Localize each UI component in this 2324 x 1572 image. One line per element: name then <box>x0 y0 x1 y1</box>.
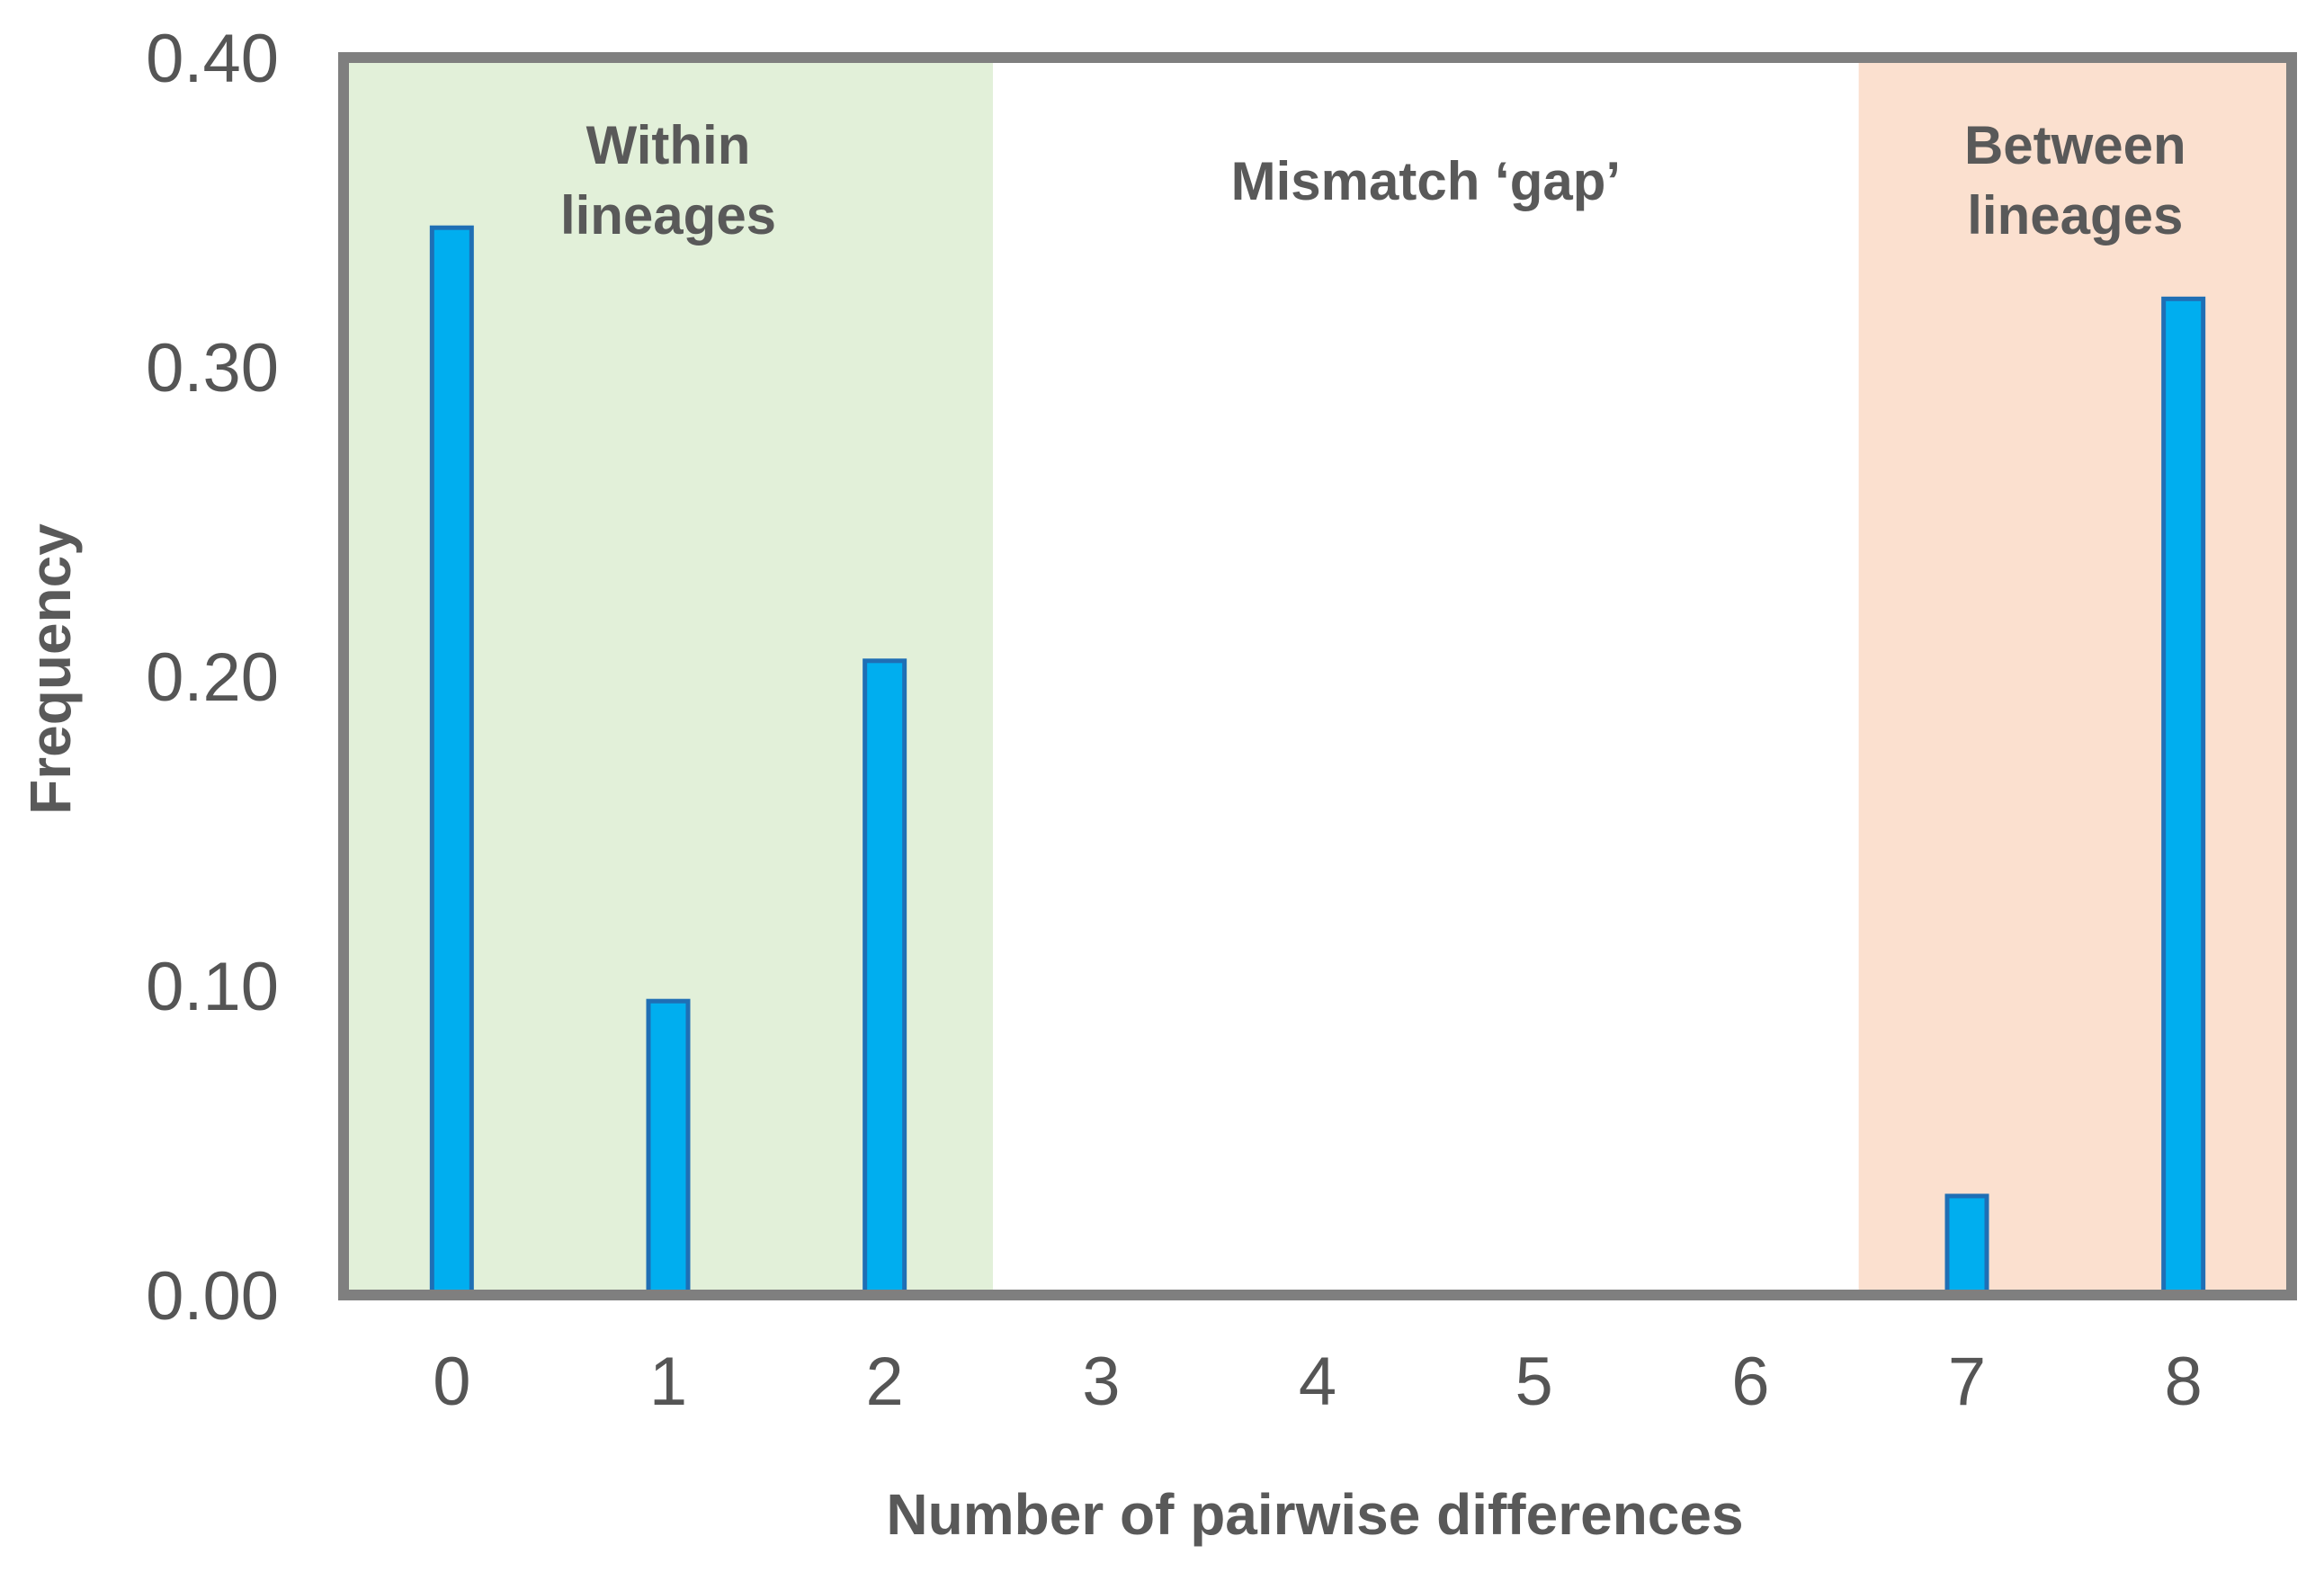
x-tick-label: 2 <box>866 1344 904 1420</box>
region-label-within-line2: lineages <box>560 185 776 246</box>
y-tick-label: 0.10 <box>146 949 279 1025</box>
x-tick-label: 8 <box>2165 1344 2203 1420</box>
bar-7 <box>1944 1193 1989 1298</box>
bar-0 <box>429 225 474 1298</box>
region-backgrounds <box>344 58 2292 1295</box>
x-tick-label: 5 <box>1515 1344 1553 1420</box>
bar-8 <box>2161 296 2206 1298</box>
bar-2 <box>863 658 907 1298</box>
bar-1 <box>646 998 691 1298</box>
region-label-between-line2: lineages <box>1967 185 2183 246</box>
y-tick-label: 0.20 <box>146 639 279 716</box>
y-tick-label: 0.30 <box>146 330 279 406</box>
region-labels: Within lineages Mismatch ‘gap’ Between linea… <box>560 115 2186 246</box>
region-gap <box>993 58 1859 1295</box>
x-tick-label: 3 <box>1082 1344 1120 1420</box>
y-axis-ticks: 0.00 0.10 0.20 0.30 0.40 <box>146 21 279 1335</box>
x-tick-label: 7 <box>1948 1344 1986 1420</box>
region-label-gap: Mismatch ‘gap’ <box>1231 151 1621 211</box>
region-between <box>1858 58 2292 1295</box>
x-axis-ticks: 0 1 2 3 4 5 6 7 8 <box>433 1344 2203 1420</box>
y-axis-title: Frequency <box>18 523 83 815</box>
plot-frame <box>338 52 2297 1300</box>
y-tick-label: 0.40 <box>146 21 279 97</box>
x-tick-label: 4 <box>1299 1344 1336 1420</box>
x-tick-label: 6 <box>1731 1344 1769 1420</box>
x-tick-label: 1 <box>649 1344 687 1420</box>
region-label-between-line1: Between <box>1964 115 2186 175</box>
region-label-within-line1: Within <box>586 115 751 175</box>
y-tick-label: 0.00 <box>146 1258 279 1335</box>
x-axis-title: Number of pairwise differences <box>886 1482 1743 1547</box>
x-tick-label: 0 <box>433 1344 470 1420</box>
